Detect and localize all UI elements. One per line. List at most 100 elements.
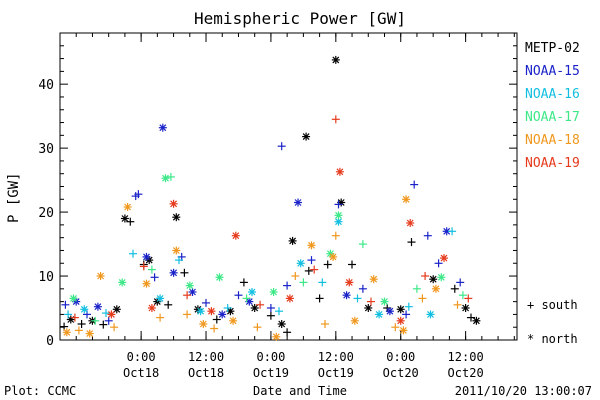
asterisk-stroke xyxy=(343,291,351,299)
data-point xyxy=(269,288,278,296)
x-tick-date-label: Oct20 xyxy=(448,366,484,380)
x-tick-date-label: Oct19 xyxy=(253,366,289,380)
data-point xyxy=(310,265,319,274)
x-tick-time-label: 12:00 xyxy=(318,350,354,364)
data-point xyxy=(188,288,197,296)
data-point xyxy=(464,294,473,303)
asterisk-stroke xyxy=(226,307,234,315)
asterisk-stroke xyxy=(289,237,297,245)
y-tick-label: 40 xyxy=(38,78,54,93)
asterisk-stroke xyxy=(162,174,169,182)
data-point xyxy=(107,310,116,319)
data-point xyxy=(472,316,481,325)
legend-item: NOAA-18 xyxy=(525,133,580,148)
data-point xyxy=(69,294,78,303)
data-point xyxy=(283,281,292,290)
data-point xyxy=(315,294,324,303)
data-point xyxy=(212,315,221,324)
data-point xyxy=(277,320,286,328)
asterisk-stroke xyxy=(272,333,280,341)
data-point xyxy=(161,174,170,183)
data-point xyxy=(453,300,462,309)
asterisk-stroke xyxy=(335,211,342,219)
x-tick-time-label: 0:00 xyxy=(386,350,415,364)
asterisk-stroke xyxy=(429,275,437,283)
asterisk-stroke xyxy=(397,317,405,325)
y-tick-label: 30 xyxy=(38,142,54,157)
asterisk-stroke xyxy=(440,254,448,262)
asterisk-stroke xyxy=(172,247,180,254)
data-point xyxy=(331,115,340,124)
data-point xyxy=(367,297,375,306)
data-point xyxy=(196,307,205,316)
data-point xyxy=(364,304,373,312)
asterisk-stroke xyxy=(94,303,102,311)
data-point xyxy=(331,55,340,64)
asterisk-stroke xyxy=(286,294,294,302)
asterisk-stroke xyxy=(80,305,88,313)
data-point xyxy=(437,273,446,282)
data-point xyxy=(283,328,292,337)
data-point xyxy=(74,326,83,335)
data-point xyxy=(334,200,343,209)
data-point xyxy=(350,316,359,325)
data-point xyxy=(345,278,354,287)
plot-credit: Plot: CCMC xyxy=(4,384,77,398)
data-point xyxy=(434,259,443,268)
data-point xyxy=(302,132,311,141)
data-point xyxy=(70,313,79,322)
asterisk-stroke xyxy=(443,227,451,235)
data-point xyxy=(147,304,156,312)
chart-title: Hemispheric Power [GW] xyxy=(194,9,406,28)
asterisk-stroke xyxy=(345,278,353,286)
asterisk-stroke xyxy=(397,305,405,313)
asterisk-stroke xyxy=(170,269,178,277)
data-point xyxy=(412,284,421,293)
data-point xyxy=(375,310,384,319)
data-point xyxy=(318,278,327,287)
data-point xyxy=(329,252,338,261)
data-point xyxy=(215,273,224,282)
plot-frame xyxy=(59,32,518,341)
data-point xyxy=(64,310,73,319)
data-point xyxy=(288,236,297,245)
data-point xyxy=(77,320,86,328)
data-point xyxy=(61,300,70,309)
data-point xyxy=(323,260,332,269)
asterisk-stroke xyxy=(432,285,440,293)
data-point xyxy=(421,272,430,280)
data-point xyxy=(242,294,251,303)
data-point xyxy=(158,123,167,132)
data-point xyxy=(321,320,329,328)
data-point xyxy=(294,198,302,207)
data-point xyxy=(202,298,210,307)
plot-timestamp: 2011/10/20 13:00:07 xyxy=(454,384,592,398)
data-point xyxy=(62,328,71,337)
x-tick-time-label: 0:00 xyxy=(256,350,285,364)
data-point xyxy=(172,246,181,255)
asterisk-stroke xyxy=(278,320,286,328)
asterisk-stroke xyxy=(159,124,167,132)
asterisk-stroke xyxy=(186,282,194,290)
x-tick-time-label: 12:00 xyxy=(448,350,484,364)
data-point xyxy=(172,213,181,222)
asterisk-stroke xyxy=(437,273,445,281)
asterisk-stroke xyxy=(97,272,105,280)
data-point xyxy=(80,305,89,314)
data-point xyxy=(139,262,148,271)
data-point xyxy=(285,294,294,303)
data-point xyxy=(331,231,340,240)
asterisk-stroke xyxy=(86,330,94,338)
asterisk-stroke xyxy=(229,317,237,325)
asterisk-stroke xyxy=(386,307,394,315)
data-point xyxy=(335,167,344,176)
asterisk-stroke xyxy=(294,199,302,206)
asterisk-stroke xyxy=(156,294,164,302)
data-point xyxy=(402,195,411,204)
data-point xyxy=(396,305,405,314)
asterisk-stroke xyxy=(351,317,359,325)
asterisk-stroke xyxy=(197,307,205,315)
asterisk-stroke xyxy=(216,273,223,281)
asterisk-stroke xyxy=(399,326,407,334)
